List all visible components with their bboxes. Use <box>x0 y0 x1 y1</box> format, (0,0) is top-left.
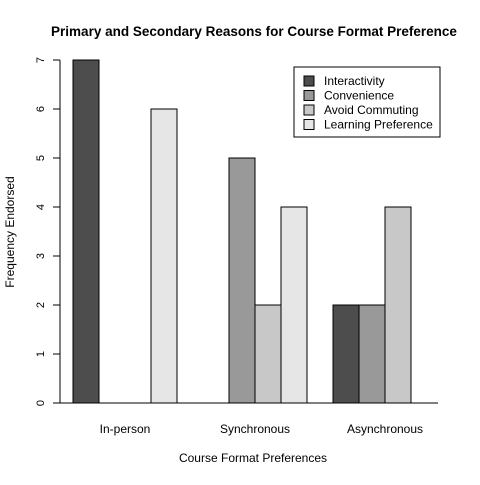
legend-swatch <box>303 75 315 87</box>
legend-box <box>293 66 441 138</box>
chart-title: Primary and Secondary Reasons for Course… <box>51 24 457 39</box>
legend-swatch <box>303 90 315 101</box>
bar <box>72 59 100 404</box>
bar <box>228 157 256 404</box>
y-axis: 0 1 2 3 4 5 6 7 <box>35 57 61 406</box>
legend-label: Convenience <box>324 89 394 103</box>
y-tick-label: 3 <box>35 253 47 259</box>
legend-label: Interactivity <box>324 74 385 88</box>
x-tick-label: In-person <box>100 422 151 436</box>
y-axis-label: Frequency Endorsed <box>3 176 17 287</box>
bar <box>254 304 282 404</box>
bar <box>358 304 386 404</box>
x-tick-label: Asynchronous <box>347 422 423 436</box>
y-tick-label: 0 <box>35 400 47 406</box>
x-tick-label: Synchronous <box>220 422 290 436</box>
y-tick-label: 1 <box>35 351 47 357</box>
bar <box>280 206 308 404</box>
bars-group <box>60 59 438 404</box>
y-tick-label: 6 <box>35 106 47 112</box>
y-tick-label: 2 <box>35 302 47 308</box>
x-tick-labels: In-person Synchronous Asynchronous <box>100 422 423 436</box>
bar <box>332 304 360 404</box>
bar <box>384 206 412 404</box>
legend-swatch <box>303 104 315 116</box>
x-axis-label: Course Format Preferences <box>179 451 327 465</box>
legend-label: Learning Preference <box>324 118 433 132</box>
y-tick-label: 7 <box>35 57 47 63</box>
legend-label: Avoid Commuting <box>324 103 419 117</box>
y-tick-label: 4 <box>35 204 47 210</box>
y-tick-label: 5 <box>35 155 47 161</box>
legend-swatch <box>303 119 315 130</box>
bar <box>150 108 178 404</box>
